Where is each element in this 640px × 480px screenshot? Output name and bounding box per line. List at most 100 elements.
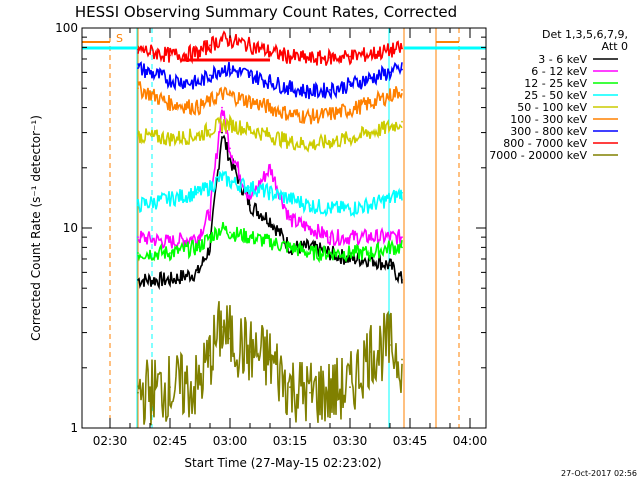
data-point-s3-9 xyxy=(309,204,311,207)
data-point-s5-5 xyxy=(229,94,231,97)
data-point-s7-7 xyxy=(269,50,271,53)
data-point-s6-2 xyxy=(197,82,199,85)
data-point-s4-12 xyxy=(369,131,371,134)
data-point-s3-14 xyxy=(401,191,403,194)
data-point-s0-5 xyxy=(229,158,231,161)
legend-label-8: 7000 - 20000 keV xyxy=(489,149,587,162)
data-point-s8-9 xyxy=(309,391,311,394)
data-point-s1-12 xyxy=(369,236,371,239)
data-point-s0-6 xyxy=(249,204,251,207)
data-point-s0-11 xyxy=(349,258,351,260)
data-point-s6-6 xyxy=(249,74,251,77)
data-point-s5-3 xyxy=(209,100,211,103)
series-line-100-300-kev xyxy=(137,81,403,125)
series-line-50-100-kev xyxy=(137,113,403,153)
legend-label-2: 12 - 25 keV xyxy=(524,77,587,90)
data-point-s6-1 xyxy=(169,79,171,81)
legend-label-1: 6 - 12 keV xyxy=(531,65,587,78)
data-point-s4-7 xyxy=(269,134,271,137)
data-point-s5-0 xyxy=(137,87,139,90)
legend-title-line-2: Att 0 xyxy=(602,40,628,53)
data-point-s5-9 xyxy=(309,115,311,118)
data-point-s6-7 xyxy=(269,80,271,83)
data-point-s4-6 xyxy=(249,128,251,131)
data-point-s6-4 xyxy=(221,67,223,70)
legend-label-5: 100 - 300 keV xyxy=(510,113,587,126)
data-point-s6-5 xyxy=(229,68,231,71)
data-point-s7-3 xyxy=(209,44,211,47)
data-point-s8-10 xyxy=(329,391,331,394)
data-point-s0-0 xyxy=(137,279,139,281)
data-point-s3-1 xyxy=(169,197,171,200)
data-point-s3-10 xyxy=(329,207,331,210)
data-point-s7-13 xyxy=(389,49,391,52)
data-point-s6-11 xyxy=(349,83,351,86)
data-point-s8-5 xyxy=(229,337,231,340)
data-point-s6-10 xyxy=(329,89,331,91)
data-point-s1-5 xyxy=(229,147,231,150)
data-point-s2-1 xyxy=(169,252,171,254)
data-point-s5-8 xyxy=(289,113,291,116)
data-point-s3-6 xyxy=(249,186,251,189)
data-point-s6-8 xyxy=(289,87,291,90)
annotation-0: S xyxy=(116,32,123,45)
data-point-s8-1 xyxy=(169,386,171,389)
legend-label-7: 800 - 7000 keV xyxy=(503,137,587,150)
data-point-s1-11 xyxy=(349,236,351,239)
data-point-s0-4 xyxy=(221,131,223,134)
data-point-s8-12 xyxy=(369,351,371,353)
legend-label-0: 3 - 6 keV xyxy=(538,53,587,66)
x-tick-label-0: 02:30 xyxy=(93,434,128,448)
data-point-s7-12 xyxy=(369,53,371,56)
data-point-s1-7 xyxy=(269,166,271,169)
data-point-s7-5 xyxy=(229,39,231,41)
data-point-s4-0 xyxy=(137,134,139,137)
data-point-s1-0 xyxy=(137,236,139,239)
data-point-s5-6 xyxy=(249,100,251,103)
data-point-s2-3 xyxy=(209,236,211,239)
data-point-s1-9 xyxy=(309,227,311,229)
data-point-s5-4 xyxy=(221,92,223,95)
data-point-s8-4 xyxy=(221,326,223,328)
data-point-s8-0 xyxy=(137,391,139,394)
series-line-12-25-kev xyxy=(137,221,403,264)
data-point-s8-7 xyxy=(269,358,271,361)
x-axis-label: Start Time (27-May-15 02:23:02) xyxy=(184,456,381,470)
data-point-s6-3 xyxy=(209,74,211,77)
data-point-s8-13 xyxy=(389,344,391,346)
data-point-s7-0 xyxy=(137,48,139,51)
data-point-s2-8 xyxy=(289,246,291,249)
data-point-s4-13 xyxy=(389,126,391,128)
data-point-s1-8 xyxy=(289,218,291,221)
data-point-s0-2 xyxy=(197,271,199,274)
series-line-6-12-kev xyxy=(137,109,403,252)
annotations: S xyxy=(116,32,123,45)
series-line-300-800-kev xyxy=(137,61,403,101)
x-tick-label-5: 03:45 xyxy=(393,434,428,448)
data-point-s4-4 xyxy=(221,123,223,126)
data-point-s5-11 xyxy=(349,108,351,111)
data-point-s8-11 xyxy=(349,386,351,389)
data-point-s6-13 xyxy=(389,71,391,74)
series-layer xyxy=(137,30,403,426)
data-point-s8-2 xyxy=(197,386,199,389)
data-point-s5-14 xyxy=(401,89,403,91)
data-point-s2-12 xyxy=(369,252,371,254)
data-point-s7-2 xyxy=(197,52,199,54)
data-point-s8-8 xyxy=(289,386,291,389)
data-point-s4-9 xyxy=(309,144,311,146)
x-tick-label-3: 03:15 xyxy=(273,434,308,448)
data-point-s2-5 xyxy=(229,231,231,234)
data-point-s4-11 xyxy=(349,137,351,140)
data-point-s5-2 xyxy=(197,106,199,109)
data-point-s5-1 xyxy=(169,102,171,105)
legend-label-6: 300 - 800 keV xyxy=(510,125,587,138)
y-axis-label: Corrected Count Rate (s⁻¹ detector⁻¹) xyxy=(29,115,43,341)
data-point-s1-6 xyxy=(249,197,251,200)
data-point-s6-14 xyxy=(401,68,403,71)
data-point-s7-6 xyxy=(249,44,251,47)
footer-date: 27-Oct-2017 02:56 xyxy=(561,469,637,478)
series-line-7000-20000-kev xyxy=(137,301,403,426)
data-point-s3-13 xyxy=(389,197,391,200)
